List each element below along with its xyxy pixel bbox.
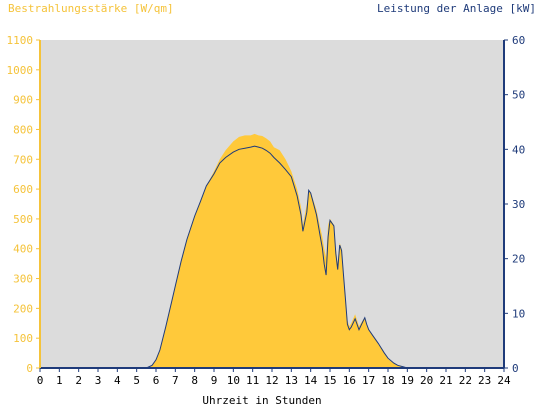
left-tick-label: 0 [26, 362, 33, 375]
series-layer [146, 133, 412, 369]
right-tick-label: 20 [512, 253, 525, 266]
left-tick-label: 600 [13, 183, 33, 196]
right-axis: 0 10 20 30 40 50 60 [504, 34, 525, 375]
x-tick-label: 17 [362, 374, 375, 387]
x-tick-label: 16 [343, 374, 356, 387]
left-tick-label: 800 [13, 123, 33, 136]
x-tick-label: 0 [37, 374, 44, 387]
x-tick-label: 18 [381, 374, 394, 387]
left-axis-title: Bestrahlungsstärke [W/qm] [8, 2, 174, 15]
x-tick-label: 19 [401, 374, 414, 387]
right-tick-label: 40 [512, 143, 525, 156]
right-tick-label: 50 [512, 89, 525, 102]
x-tick-label: 23 [478, 374, 491, 387]
x-tick-label: 10 [227, 374, 240, 387]
x-tick-label: 5 [133, 374, 140, 387]
irradiance-area [146, 133, 412, 368]
left-tick-label: 300 [13, 273, 33, 286]
right-axis-title: Leistung der Anlage [kW] [377, 2, 536, 15]
x-tick-label: 13 [285, 374, 298, 387]
x-tick-label: 4 [114, 374, 121, 387]
x-tick-label: 24 [497, 374, 511, 387]
x-tick-label: 1 [56, 374, 63, 387]
x-tick-label: 20 [420, 374, 433, 387]
x-tick-label: 7 [172, 374, 179, 387]
x-tick-label: 3 [95, 374, 102, 387]
left-tick-label: 100 [13, 332, 33, 345]
right-tick-label: 0 [512, 362, 519, 375]
x-tick-label: 2 [75, 374, 82, 387]
x-tick-label: 8 [191, 374, 198, 387]
right-tick-label: 30 [512, 198, 525, 211]
x-tick-label: 9 [211, 374, 218, 387]
left-axis: 0 100 200 300 400 500 600 700 800 900 1000 1100 [7, 34, 40, 375]
x-axis: 0 1 2 3 4 5 6 7 8 9 10 11 12 13 14 15 16 17 18 19 20 21 22 23 24 [37, 368, 511, 387]
x-tick-label: 11 [246, 374, 259, 387]
left-tick-label: 400 [13, 243, 33, 256]
left-tick-label: 1000 [7, 64, 34, 77]
x-axis-label: Uhrzeit in Stunden [202, 394, 321, 407]
right-tick-label: 60 [512, 34, 525, 47]
x-tick-label: 22 [459, 374, 472, 387]
left-tick-label: 500 [13, 213, 33, 226]
x-tick-label: 15 [323, 374, 336, 387]
x-tick-label: 6 [153, 374, 160, 387]
left-tick-label: 700 [13, 153, 33, 166]
x-tick-label: 21 [439, 374, 452, 387]
x-tick-label: 14 [304, 374, 318, 387]
power-line [146, 145, 412, 369]
right-tick-label: 10 [512, 307, 525, 320]
left-tick-label: 200 [13, 302, 33, 315]
left-tick-label: 900 [13, 94, 33, 107]
x-tick-label: 12 [265, 374, 278, 387]
left-tick-label: 1100 [7, 34, 34, 47]
